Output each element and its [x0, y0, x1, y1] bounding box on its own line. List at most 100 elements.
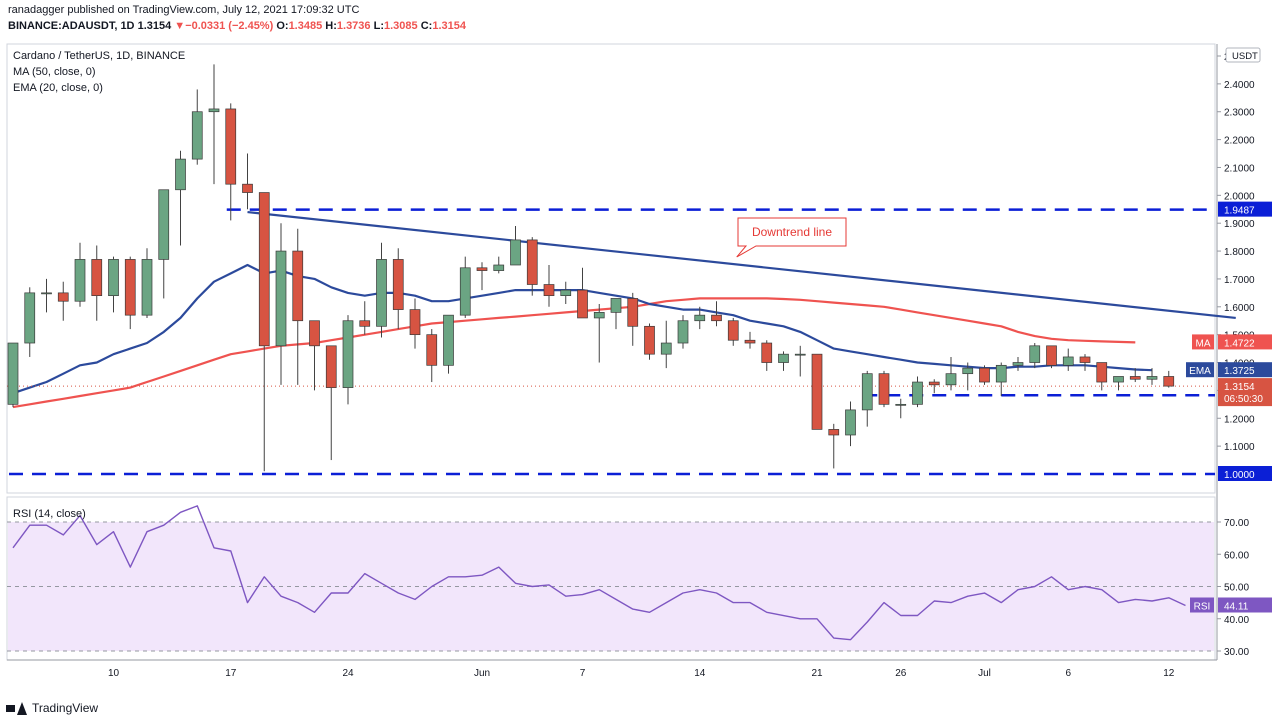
candle[interactable]: [510, 239, 521, 266]
candle[interactable]: [91, 259, 103, 297]
ma50-line[interactable]: [12, 297, 1136, 409]
candle[interactable]: [41, 292, 52, 295]
price-tick-label: 2.1000: [1224, 163, 1255, 174]
candle[interactable]: [225, 108, 237, 185]
tradingview-branding[interactable]: TradingView: [6, 701, 98, 715]
candle[interactable]: [1029, 345, 1041, 363]
candle[interactable]: [309, 320, 320, 347]
annotation-callout[interactable]: [736, 217, 847, 258]
candle[interactable]: [526, 239, 538, 285]
candle[interactable]: [275, 250, 287, 347]
candle[interactable]: [794, 353, 806, 356]
price-tick-label: 1.2000: [1224, 414, 1255, 425]
candle[interactable]: [1163, 376, 1175, 387]
candle[interactable]: [175, 158, 186, 191]
rsi-legend[interactable]: RSI (14, close): [13, 508, 86, 520]
price-tick-label: 1.1000: [1224, 442, 1255, 453]
ema-legend[interactable]: EMA (20, close, 0): [13, 82, 103, 94]
candle[interactable]: [191, 111, 203, 160]
candle[interactable]: [627, 298, 639, 327]
candle[interactable]: [644, 325, 655, 355]
tradingview-logo-icon: [6, 701, 28, 715]
candle[interactable]: [962, 367, 974, 375]
candle[interactable]: [677, 320, 689, 344]
low-value: 1.3085: [384, 20, 418, 32]
downtrend-line[interactable]: [247, 210, 1236, 320]
candle[interactable]: [828, 429, 840, 436]
candle[interactable]: [1062, 356, 1074, 366]
price-tick-label: 1.7000: [1224, 275, 1255, 286]
candle[interactable]: [292, 250, 304, 322]
level-badge-box: [1218, 201, 1272, 217]
candle[interactable]: [928, 381, 940, 386]
candle[interactable]: [325, 345, 337, 388]
price-pane[interactable]: [6, 43, 1216, 494]
candle[interactable]: [158, 189, 170, 260]
candle[interactable]: [593, 312, 605, 319]
ma-legend[interactable]: MA (50, close, 0): [13, 66, 96, 78]
candle[interactable]: [108, 259, 119, 297]
ema-badge-box: [1218, 362, 1272, 378]
candle[interactable]: [761, 342, 773, 363]
candle[interactable]: [543, 284, 555, 297]
candle[interactable]: [560, 289, 572, 297]
price-tick-label: 1.8000: [1224, 247, 1255, 258]
rsi-line[interactable]: [12, 505, 1186, 641]
candle[interactable]: [694, 314, 706, 322]
candle[interactable]: [443, 314, 454, 366]
candle[interactable]: [811, 353, 823, 430]
candle[interactable]: [342, 320, 354, 388]
candle[interactable]: [7, 342, 19, 405]
candle[interactable]: [1046, 345, 1057, 366]
price-change: −0.0331 (−2.45%): [185, 20, 274, 32]
candle[interactable]: [409, 309, 421, 336]
candle[interactable]: [1129, 376, 1141, 380]
candle[interactable]: [845, 409, 856, 436]
candle[interactable]: [861, 373, 873, 411]
candle[interactable]: [459, 267, 471, 316]
candle[interactable]: [577, 289, 588, 319]
annotation-text: Downtrend line: [752, 225, 832, 239]
candle[interactable]: [376, 259, 387, 327]
candle[interactable]: [74, 259, 86, 302]
price-tick-label: 2.2000: [1224, 136, 1255, 147]
brand-label: TradingView: [32, 701, 99, 715]
candle[interactable]: [1113, 376, 1124, 383]
candle[interactable]: [359, 320, 371, 327]
candle[interactable]: [57, 292, 69, 302]
candle[interactable]: [610, 298, 622, 313]
candle[interactable]: [1096, 362, 1108, 383]
candle[interactable]: [727, 320, 739, 341]
candle[interactable]: [258, 192, 270, 347]
candle[interactable]: [660, 342, 672, 355]
candle[interactable]: [208, 108, 220, 113]
rsi-tick-label: 70.00: [1224, 518, 1249, 529]
candle[interactable]: [778, 353, 789, 363]
candle[interactable]: [24, 292, 36, 344]
candle[interactable]: [392, 259, 404, 310]
candle[interactable]: [426, 334, 438, 366]
rsi-badge-label: 44.11: [1224, 601, 1249, 612]
candle[interactable]: [242, 183, 253, 193]
candle[interactable]: [1012, 362, 1024, 366]
candle[interactable]: [1079, 356, 1091, 363]
candle[interactable]: [493, 264, 505, 271]
candle[interactable]: [1146, 376, 1158, 380]
candle[interactable]: [124, 259, 136, 316]
high-label: H:: [325, 20, 337, 32]
chart-canvas[interactable]: 1.10001.20001.30001.40001.50001.60001.70…: [0, 36, 1280, 691]
candle[interactable]: [878, 373, 890, 405]
candle[interactable]: [912, 381, 923, 405]
rsi-tick-label: 30.00: [1224, 647, 1249, 658]
rsi-tick-label: 60.00: [1224, 550, 1249, 561]
candle[interactable]: [744, 339, 756, 344]
currency-box[interactable]: [1225, 47, 1261, 63]
candle[interactable]: [141, 259, 153, 316]
candle[interactable]: [995, 364, 1007, 383]
candle[interactable]: [476, 267, 488, 271]
candle[interactable]: [711, 314, 722, 322]
candle[interactable]: [979, 367, 990, 383]
time-tick-label: Jul: [978, 668, 991, 679]
candle[interactable]: [895, 403, 907, 406]
candle[interactable]: [945, 373, 957, 386]
